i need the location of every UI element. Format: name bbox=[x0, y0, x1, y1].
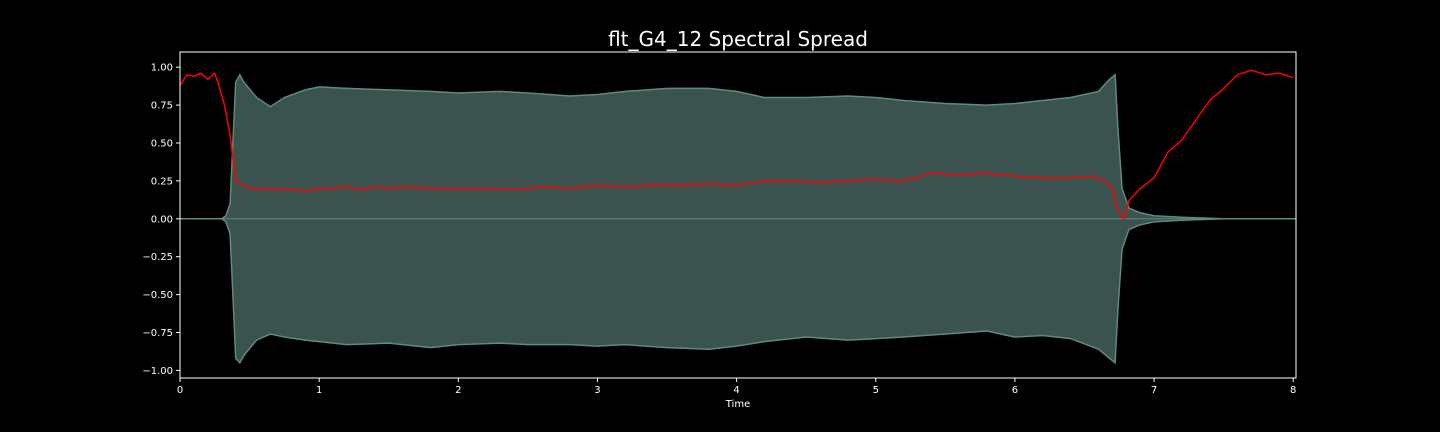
series-line-0 bbox=[179, 69, 1294, 220]
axes-frame bbox=[179, 51, 1297, 379]
plot-area bbox=[179, 69, 1296, 365]
x-tick-label: 2 bbox=[455, 385, 461, 396]
x-tick-label: 5 bbox=[873, 385, 879, 396]
axes: 0 1 2 3 4 5 6 7 8 1.00 0.75 0.50 0.25 0.00 −0.25 −0.50 −… bbox=[142, 51, 1297, 396]
y-tick-label: 0.50 bbox=[151, 138, 173, 149]
y-tick-label: 0.75 bbox=[151, 101, 173, 112]
x-tick-label: 6 bbox=[1012, 385, 1018, 396]
y-tick-label: 0.00 bbox=[151, 214, 173, 225]
y-tick-label: 1.00 bbox=[151, 63, 173, 74]
x-tick-label: 3 bbox=[594, 385, 600, 396]
y-tick-label: 0.25 bbox=[151, 176, 173, 187]
y-tick-label: −1.00 bbox=[142, 366, 173, 377]
x-tick-label: 0 bbox=[177, 385, 183, 396]
x-tick-label: 7 bbox=[1151, 385, 1157, 396]
y-tick-label: −0.75 bbox=[142, 328, 173, 339]
x-tick-label: 1 bbox=[316, 385, 322, 396]
x-tick-label: 4 bbox=[733, 385, 739, 396]
y-tick-label: −0.25 bbox=[142, 252, 173, 263]
x-tick-label: 8 bbox=[1290, 385, 1296, 396]
y-tick-label: −0.50 bbox=[142, 290, 173, 301]
chart-title: flt_G4_12 Spectral Spread bbox=[608, 27, 868, 51]
x-axis-label: Time bbox=[725, 399, 750, 410]
